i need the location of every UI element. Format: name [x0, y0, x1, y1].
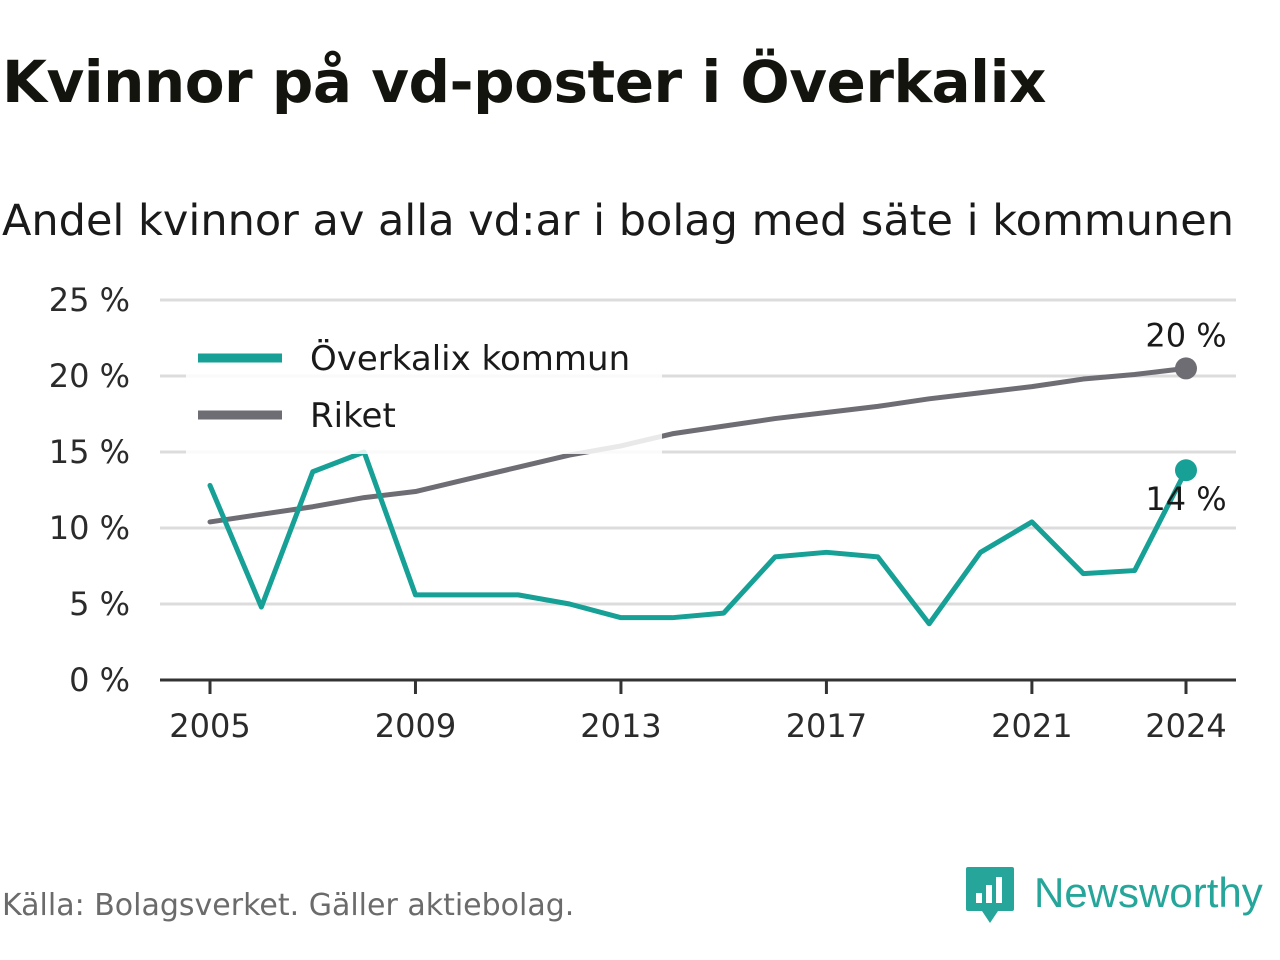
x-tick-label: 2005: [169, 707, 250, 745]
series-line-overkalix: [207, 449, 1189, 627]
legend-label-riket: Riket: [310, 396, 396, 436]
chart-title: Kvinnor på vd-poster i Överkalix: [2, 48, 1046, 116]
x-tick-label: 2024: [1145, 707, 1226, 745]
x-tick-label: 2017: [786, 707, 867, 745]
newsworthy-logo-icon: [966, 867, 1014, 923]
series-line-riket: [207, 365, 1189, 525]
source-note: Källa: Bolagsverket. Gäller aktiebolag.: [2, 888, 575, 923]
x-tick-label: 2013: [580, 707, 661, 745]
series-lines: [207, 365, 1189, 627]
end-point-riket: [1175, 357, 1197, 380]
y-tick-label: 15 %: [49, 433, 130, 471]
chart-subtitle: Andel kvinnor av alla vd:ar i bolag med …: [2, 196, 1234, 246]
y-tick-label: 5 %: [69, 585, 130, 623]
y-tick-label: 0 %: [69, 661, 130, 699]
y-tick-label: 25 %: [49, 281, 130, 319]
x-tick-label: 2009: [375, 707, 456, 745]
y-axis-ticks: 0 % 5 % 10 % 15 % 20 % 25 %: [49, 281, 130, 699]
x-axis: 2005 2009 2013 2017 2021 2024: [160, 678, 1236, 745]
y-tick-label: 20 %: [49, 357, 130, 395]
newsworthy-logo: Newsworthy: [964, 865, 1263, 927]
end-point-overkalix: [1175, 459, 1197, 482]
y-tick-label: 10 %: [49, 509, 130, 547]
legend: Överkalix kommun Riket: [186, 330, 662, 454]
legend-background: [186, 330, 662, 454]
end-points: 20 % 14 %: [1145, 316, 1226, 518]
end-label-riket: 20 %: [1145, 316, 1226, 354]
end-label-overkalix: 14 %: [1145, 480, 1226, 518]
legend-label-overkalix: Överkalix kommun: [310, 338, 630, 379]
logo-text: Newsworthy: [1034, 869, 1263, 916]
x-tick-label: 2021: [991, 707, 1072, 745]
